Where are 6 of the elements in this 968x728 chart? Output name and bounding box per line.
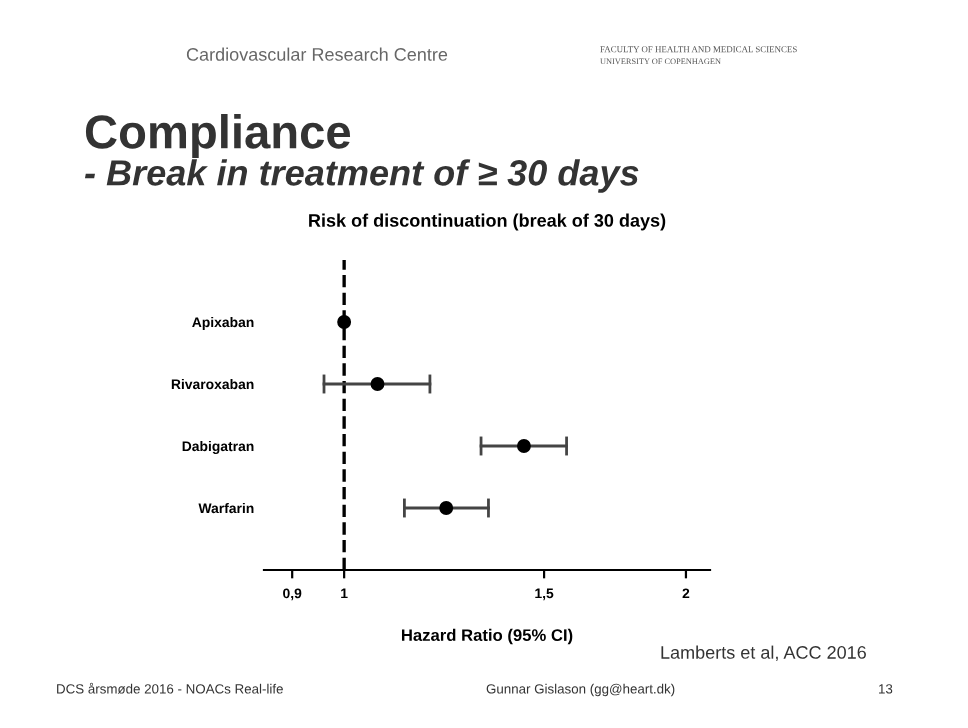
text: Lamberts et al, ACC 2016 [661, 645, 866, 661]
text: - Break in treatment of ≥ 30 days [84, 159, 639, 193]
chart-title: Risk of discontinuation (break of 30 days) [309, 213, 666, 231]
text: Cardiovascular Research Centre [186, 47, 448, 61]
text: Compliance [85, 113, 351, 159]
x-axis-title: Hazard Ratio (95% CI) [401, 628, 573, 645]
